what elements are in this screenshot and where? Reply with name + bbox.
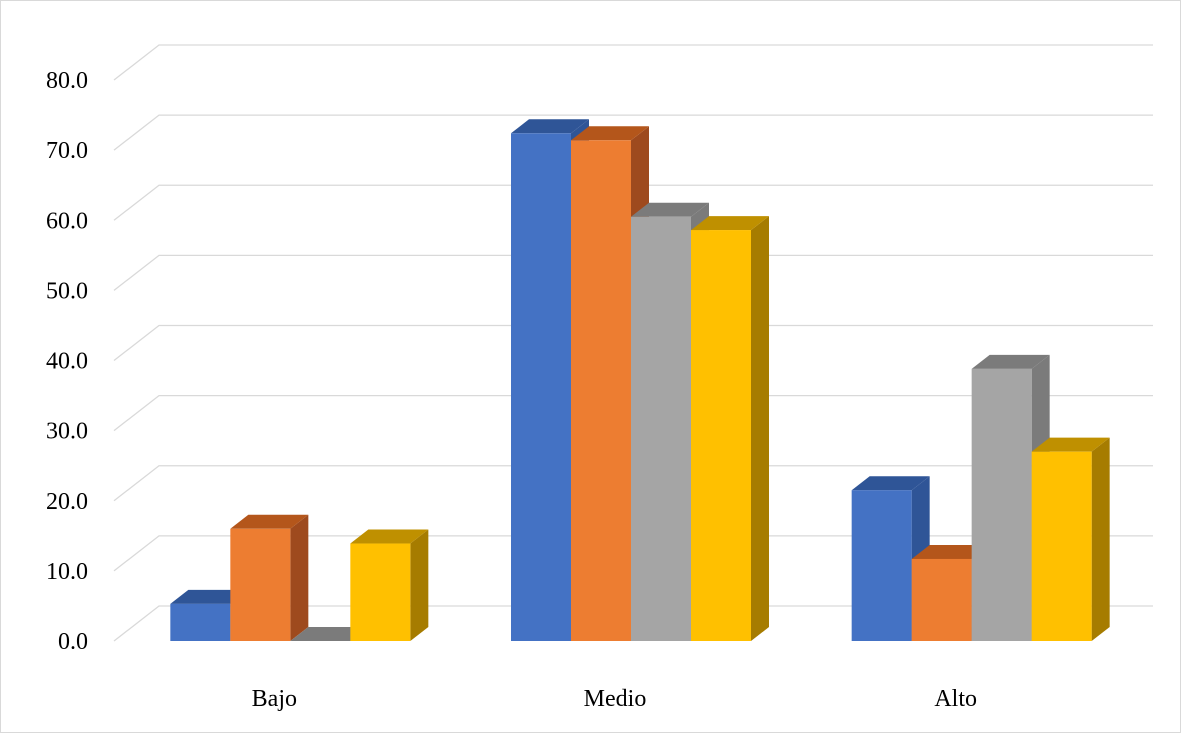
bar-front [911, 558, 972, 641]
bar-side [290, 514, 309, 641]
bar-front [571, 140, 631, 641]
y-tick-label: 80.0 [46, 68, 88, 94]
gridline [113, 605, 1153, 642]
bar-front [511, 133, 571, 642]
bar-top [230, 514, 309, 529]
bars [170, 119, 1110, 642]
bar [350, 529, 429, 641]
y-tick-label: 70.0 [46, 138, 88, 164]
category-label: Medio [584, 686, 647, 712]
y-axis: 0.0 10.0 20.0 30.0 40.0 50.0 60.0 70.0 80.0 [46, 68, 88, 655]
bar-front [170, 603, 231, 641]
bar-top [1031, 437, 1110, 452]
y-tick-label: 60.0 [46, 208, 88, 234]
y-tick-label: 10.0 [46, 559, 88, 585]
y-tick-label: 0.0 [58, 629, 88, 655]
y-tick-label: 40.0 [46, 349, 88, 375]
bar [691, 216, 769, 641]
gridline [113, 394, 1153, 432]
bar [290, 627, 369, 641]
category-label: Alto [934, 686, 977, 712]
gridline [113, 44, 1153, 81]
bar [230, 514, 309, 641]
bar-top [511, 119, 589, 134]
gridlines [113, 44, 1153, 642]
bar-top [691, 216, 769, 231]
x-axis: Bajo Medio Alto [252, 686, 977, 712]
gridline [113, 184, 1153, 221]
bar [1031, 437, 1110, 641]
bar-front [1031, 451, 1092, 641]
bar-top [571, 126, 649, 141]
bar-front [971, 368, 1032, 641]
bar-side [751, 216, 769, 641]
bar-side [1091, 437, 1110, 641]
y-tick-label: 30.0 [46, 419, 88, 445]
bar-top [851, 476, 930, 491]
y-tick-label: 50.0 [46, 278, 88, 304]
bar-front [691, 230, 751, 641]
gridline [113, 465, 1153, 502]
bar-front [631, 216, 691, 641]
bar-top [971, 354, 1050, 369]
bar-top [350, 529, 429, 544]
bar-top [911, 544, 990, 559]
bar-front [851, 490, 912, 641]
gridline [113, 254, 1153, 291]
bar-top [290, 627, 369, 641]
bar-side [410, 529, 429, 641]
y-tick-label: 20.0 [46, 489, 88, 515]
category-label: Bajo [252, 686, 297, 712]
bar-top [631, 202, 709, 217]
bar-top [170, 589, 249, 604]
bar-front [350, 543, 411, 641]
gridline [113, 114, 1153, 151]
gridline [113, 535, 1153, 572]
bar-front [230, 528, 291, 641]
gridline [113, 324, 1153, 362]
